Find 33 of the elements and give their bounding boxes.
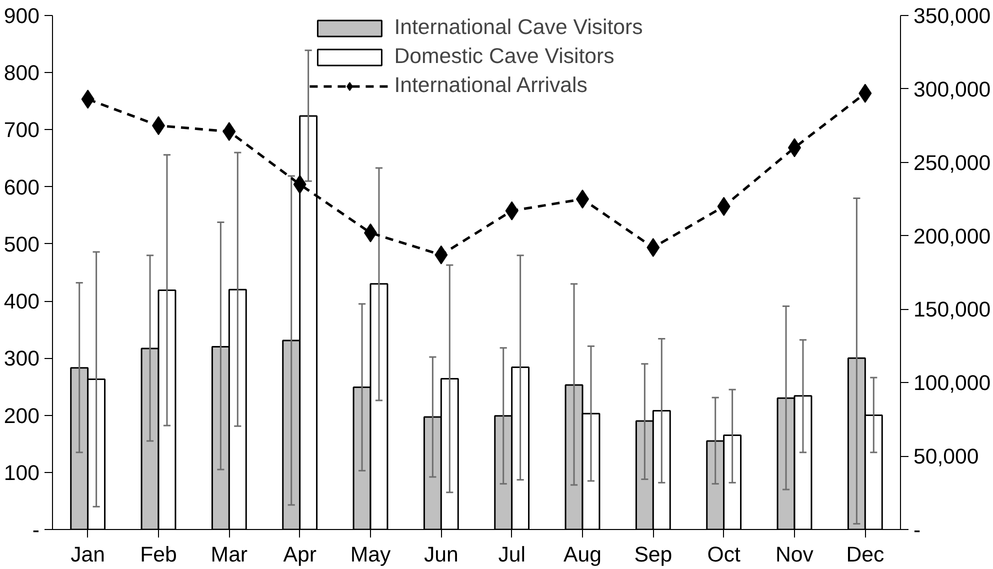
y2-tick-label: 100,000	[914, 371, 991, 396]
y-tick-label: 600	[4, 175, 40, 200]
y2-tick-label: 250,000	[914, 150, 991, 175]
y-tick-label: -	[32, 518, 40, 542]
x-tick-label: Feb	[140, 542, 177, 566]
y2-tick-label: 300,000	[914, 77, 991, 102]
y-tick-label: 200	[4, 404, 40, 428]
y2-tick-label: 350,000	[914, 4, 991, 28]
x-tick-label: Aug	[564, 542, 602, 566]
x-tick-label: Dec	[846, 542, 884, 566]
x-tick-label: Nov	[776, 542, 814, 566]
x-tick-label: Jun	[424, 542, 458, 566]
x-tick-label: Jul	[498, 542, 526, 566]
legend-label: Domestic Cave Visitors	[394, 44, 614, 69]
legend-label: International Arrivals	[394, 73, 588, 98]
legend-label: International Cave Visitors	[394, 15, 643, 40]
x-tick-label: Sep	[634, 542, 672, 566]
y-tick-label: 300	[4, 346, 40, 371]
y-tick-label: 800	[4, 61, 40, 86]
y2-tick-label: -	[914, 518, 921, 542]
y-tick-label: 400	[4, 290, 40, 314]
x-tick-label: Mar	[210, 542, 248, 566]
y-tick-label: 500	[4, 232, 40, 256]
y2-tick-label: 50,000	[914, 444, 979, 469]
x-tick-label: May	[350, 542, 391, 566]
y-tick-label: 100	[4, 460, 40, 485]
x-tick-label: Jan	[70, 542, 106, 566]
x-tick-label: Apr	[283, 542, 316, 566]
y2-tick-label: 150,000	[914, 298, 991, 322]
y-tick-label: 700	[4, 118, 40, 142]
x-tick-label: Oct	[707, 542, 740, 566]
y2-tick-label: 200,000	[914, 224, 991, 248]
y-tick-label: 900	[4, 4, 40, 28]
